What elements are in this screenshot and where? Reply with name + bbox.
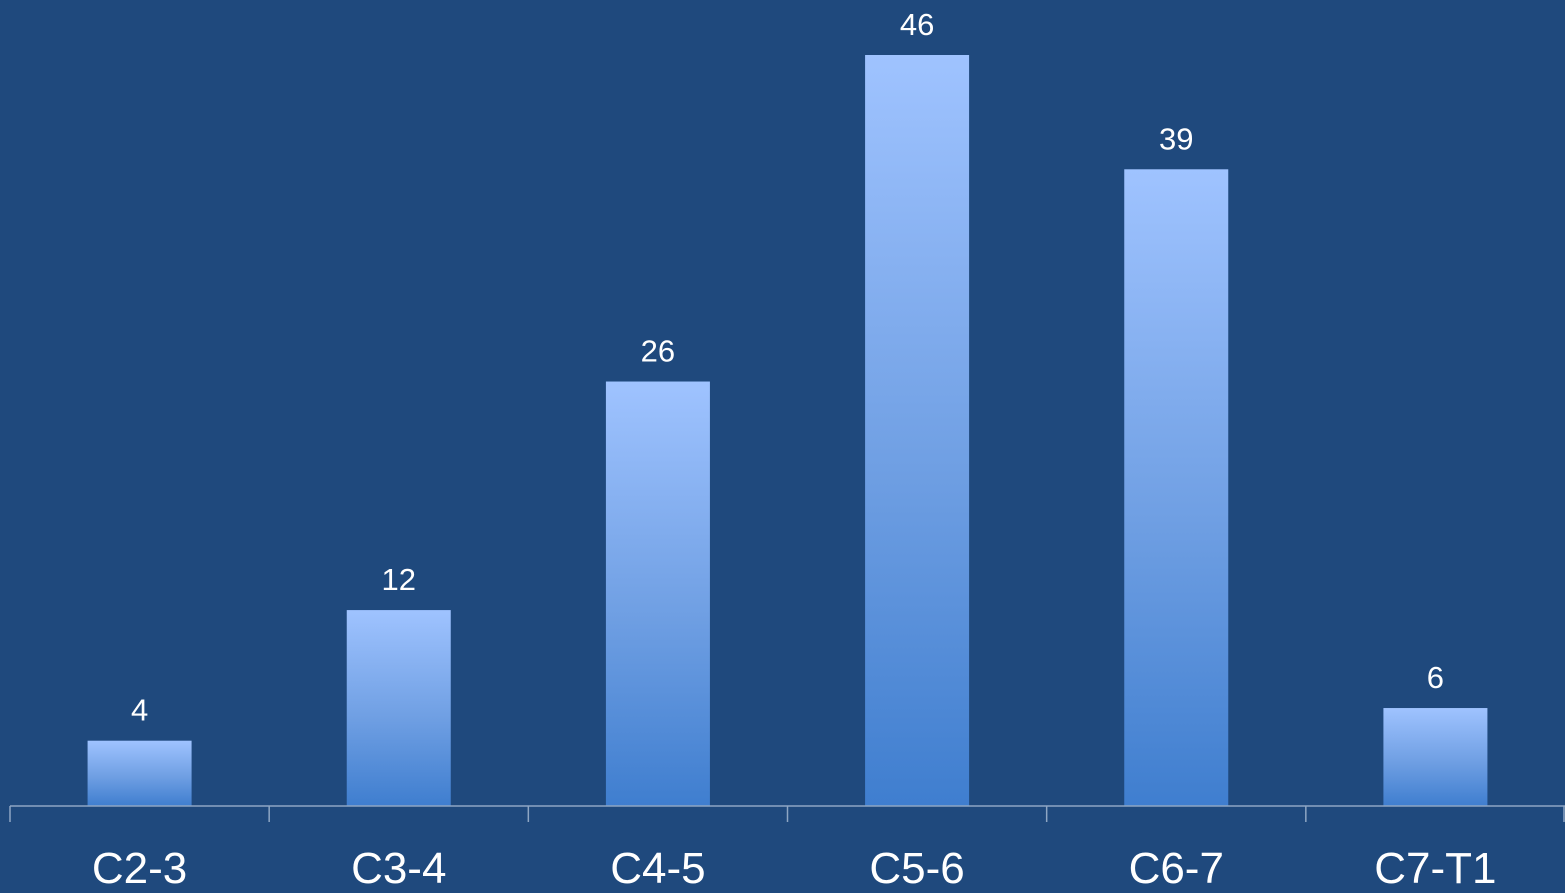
category-label: C5-6: [869, 844, 964, 888]
bar-c7-t1: [1383, 708, 1488, 806]
value-label: 26: [641, 334, 675, 369]
bar-c2-3: [87, 740, 192, 806]
value-label: 46: [900, 7, 934, 42]
value-label: 39: [1159, 121, 1193, 156]
category-label: C4-5: [610, 844, 705, 888]
category-label: C2-3: [92, 844, 187, 888]
value-label: 12: [382, 562, 416, 597]
category-label: C6-7: [1129, 844, 1224, 888]
category-labels-layer: C2-3 C3-4 C4-5 C5-6 C6-7 C7-T1: [92, 844, 1497, 893]
value-label: 4: [131, 693, 148, 728]
bars-layer: [87, 55, 1488, 807]
bar-c5-6: [865, 55, 970, 806]
x-axis: [9, 805, 1565, 822]
bar-c4-5: [605, 381, 710, 806]
value-label: 6: [1427, 660, 1444, 695]
category-label: C3-4: [351, 844, 446, 888]
value-labels-layer: 4 12 26 46 39 6: [131, 7, 1444, 728]
bar-c6-7: [1124, 169, 1229, 807]
bar-c3-4: [346, 610, 451, 806]
category-label: C7-T1: [1374, 844, 1496, 888]
